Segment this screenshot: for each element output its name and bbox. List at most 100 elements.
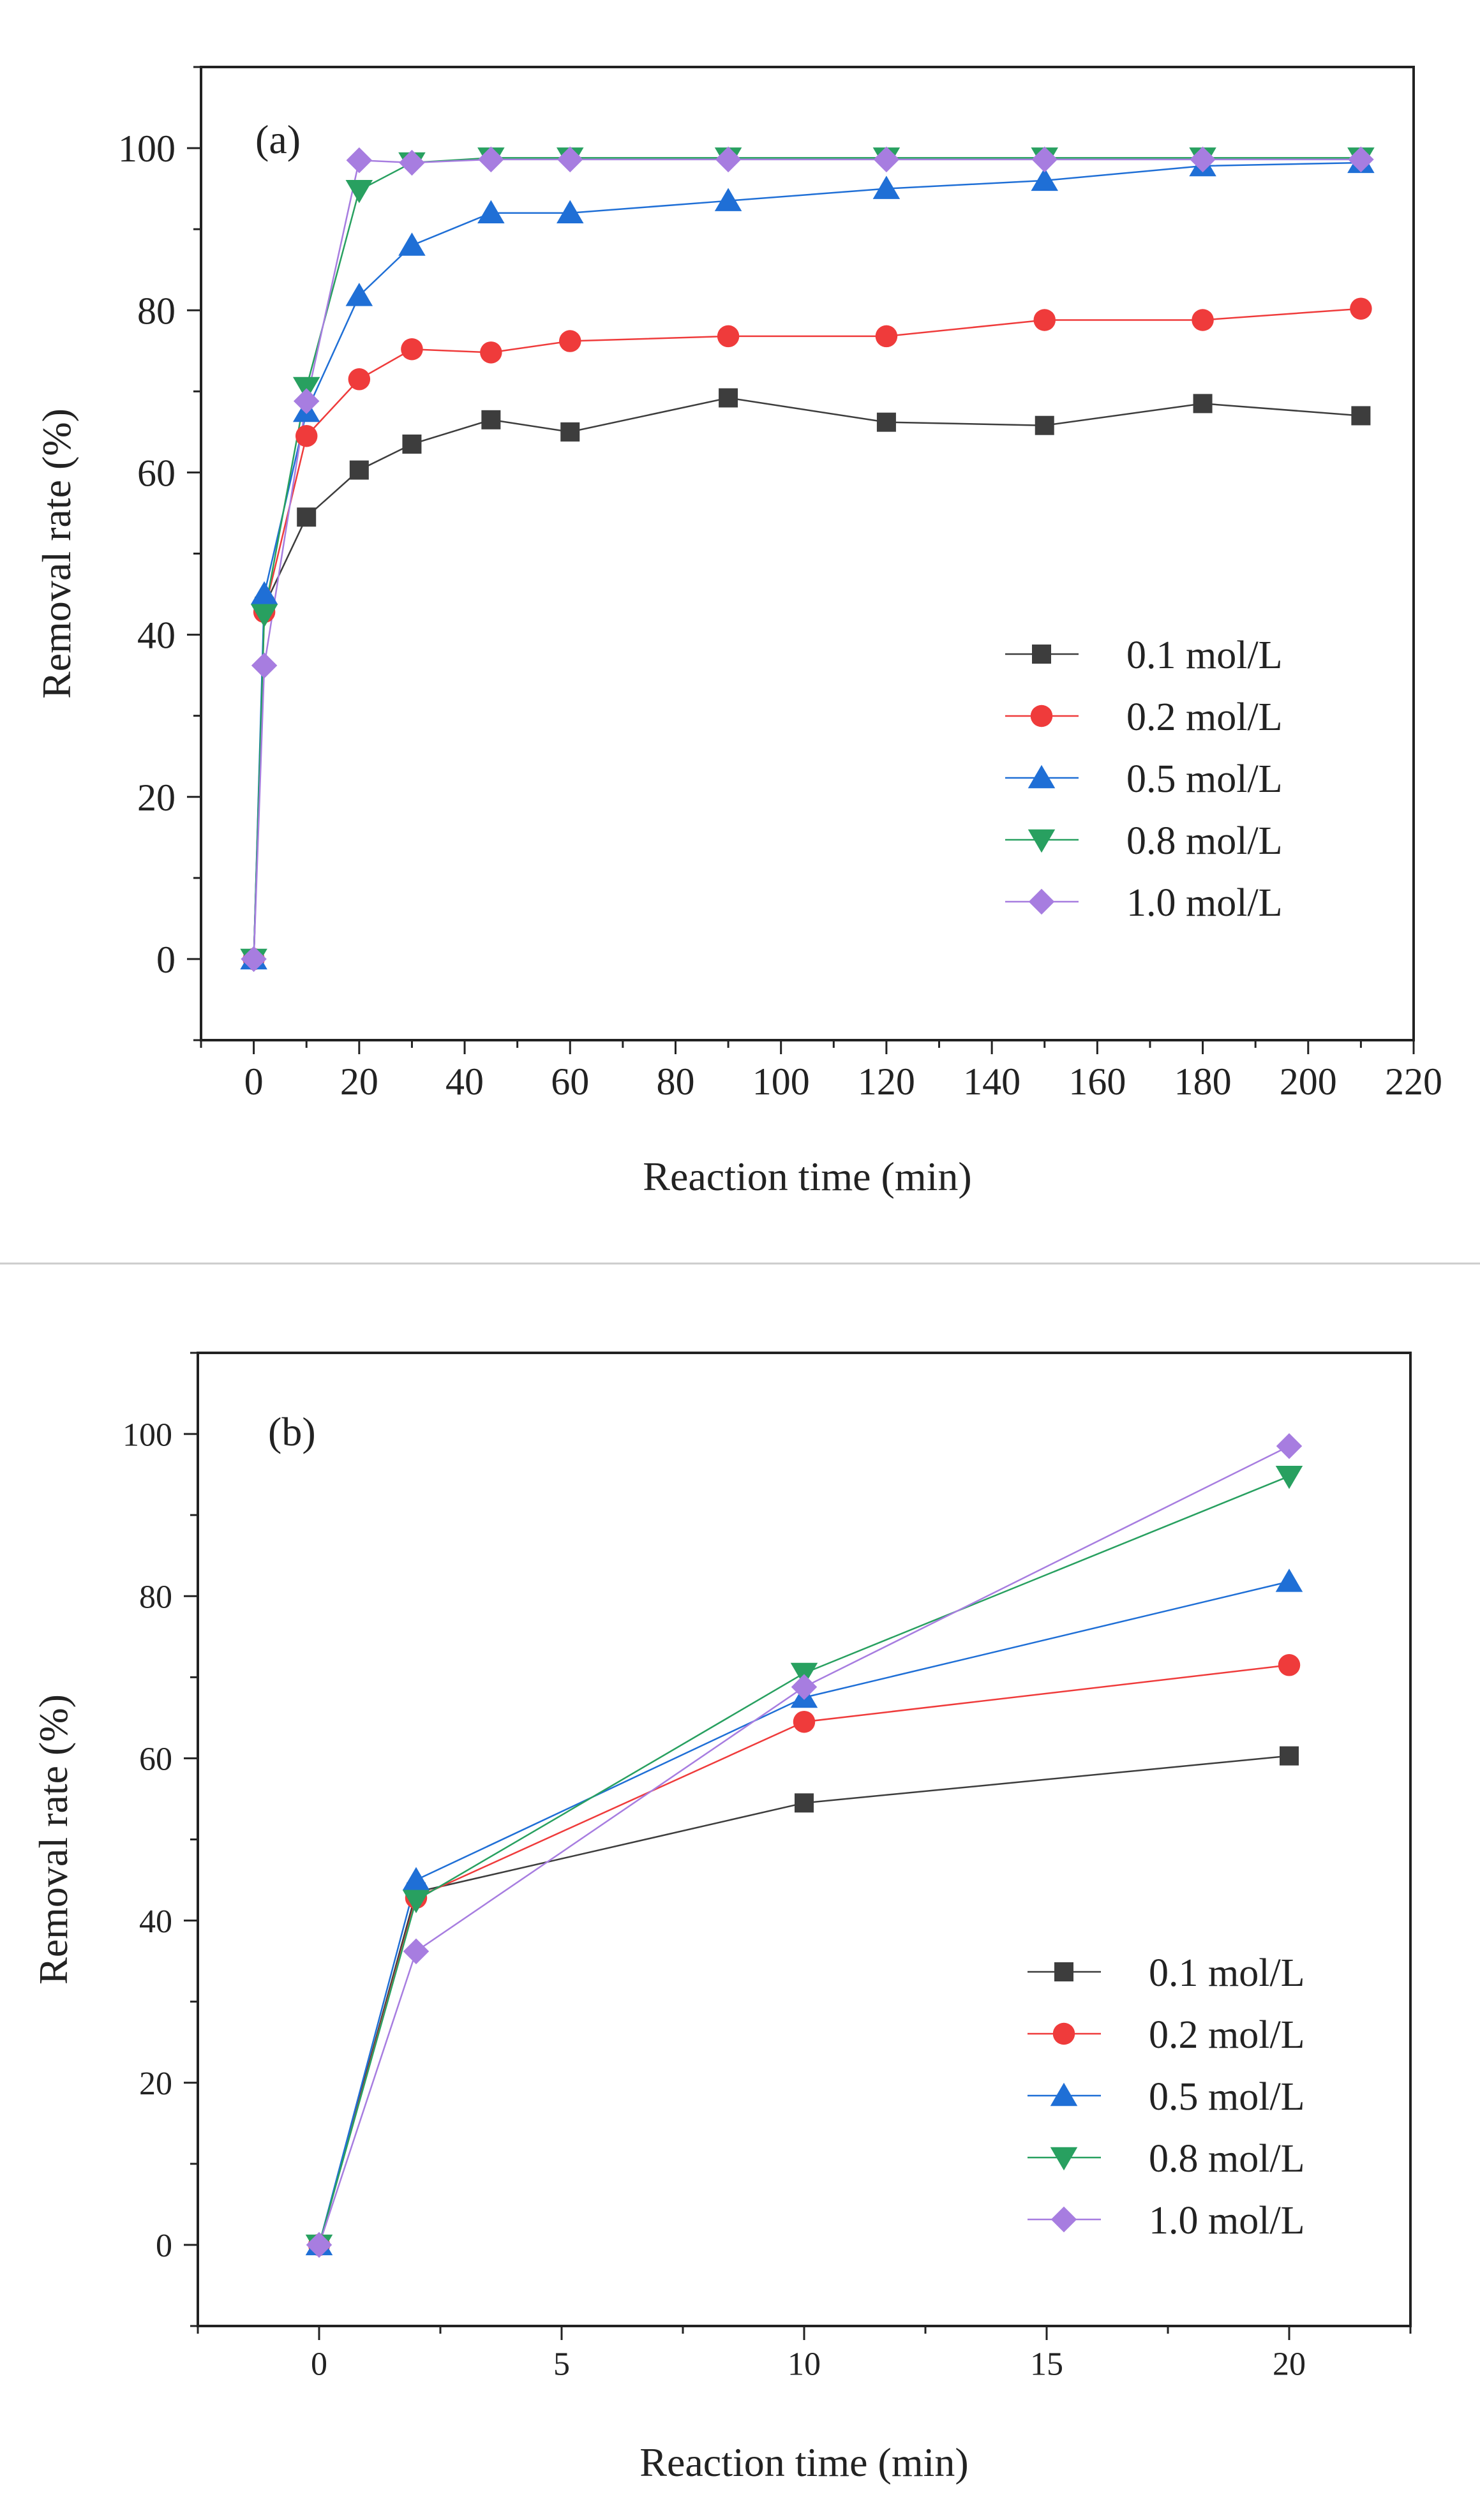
data-point-series-0 <box>402 434 422 454</box>
data-point-series-0 <box>719 388 738 408</box>
data-point-series-4 <box>251 652 278 679</box>
data-point-series-0 <box>876 412 896 432</box>
data-point-series-1 <box>1192 309 1214 331</box>
legend-marker <box>1028 764 1056 789</box>
series-line-0 <box>253 397 1361 959</box>
data-point-series-0 <box>1193 394 1213 414</box>
data-point-series-0 <box>1035 415 1054 435</box>
x-tick-label: 200 <box>1280 1061 1337 1103</box>
legend-marker <box>1030 705 1053 727</box>
data-point-series-3 <box>402 1890 430 1914</box>
y-tick-label: 40 <box>139 1904 172 1940</box>
data-point-series-4 <box>399 149 425 176</box>
data-point-series-0 <box>349 460 369 480</box>
panel-label: (b) <box>268 1409 316 1454</box>
data-point-series-0 <box>795 1793 814 1813</box>
x-tick-label: 0 <box>244 1061 264 1103</box>
legend-label: 1.0 mol/L <box>1126 881 1283 925</box>
y-tick-label: 100 <box>118 128 176 170</box>
data-point-series-4 <box>557 146 583 173</box>
data-point-series-3 <box>250 604 278 628</box>
data-point-series-4 <box>873 146 900 173</box>
legend-marker <box>1028 829 1056 853</box>
data-point-series-1 <box>875 325 898 348</box>
legend-marker <box>1050 2147 1078 2171</box>
data-point-series-4 <box>478 146 504 173</box>
legend-marker <box>1050 2206 1077 2233</box>
x-tick-label: 140 <box>963 1061 1020 1103</box>
data-point-series-1 <box>1033 309 1056 331</box>
data-point-series-0 <box>481 410 501 429</box>
data-point-series-4 <box>1276 1433 1303 1459</box>
series-line-0 <box>318 1755 1290 2246</box>
y-tick-label: 60 <box>139 1741 172 1778</box>
series-line-3 <box>253 157 1361 959</box>
data-point-series-2 <box>1031 167 1059 191</box>
y-tick-label: 60 <box>137 452 176 494</box>
legend-marker <box>1028 888 1055 915</box>
panel-label: (a) <box>255 117 301 162</box>
x-tick-label: 0 <box>311 2346 327 2383</box>
data-point-series-1 <box>793 1710 816 1733</box>
data-point-series-1 <box>348 368 371 391</box>
data-point-series-1 <box>1278 1654 1301 1676</box>
data-point-series-4 <box>346 147 373 174</box>
y-tick-label: 20 <box>137 777 176 819</box>
legend-label: 0.1 mol/L <box>1149 1951 1305 1995</box>
x-tick-label: 20 <box>1273 2346 1306 2383</box>
series-line-3 <box>318 1475 1290 2246</box>
x-axis-title: Reaction time (min) <box>639 2440 968 2485</box>
data-point-series-1 <box>559 330 581 352</box>
x-tick-label: 40 <box>445 1061 484 1103</box>
data-point-series-1 <box>1350 297 1372 320</box>
y-tick-label: 80 <box>139 1579 172 1615</box>
x-axis-title: Reaction time (min) <box>643 1154 971 1199</box>
data-point-series-0 <box>1280 1746 1299 1766</box>
data-point-series-0 <box>297 507 317 527</box>
y-tick-label: 0 <box>156 939 176 981</box>
series-line-1 <box>318 1664 1290 2246</box>
data-point-series-0 <box>560 422 580 442</box>
x-tick-label: 120 <box>858 1061 915 1103</box>
x-tick-label: 160 <box>1068 1061 1126 1103</box>
x-tick-label: 60 <box>551 1061 589 1103</box>
data-point-series-2 <box>345 283 373 306</box>
y-tick-label: 40 <box>137 615 176 657</box>
data-point-series-1 <box>295 424 318 447</box>
data-point-series-2 <box>1275 1569 1303 1592</box>
data-point-series-4 <box>1190 146 1216 173</box>
y-tick-label: 0 <box>156 2228 172 2264</box>
y-tick-label: 100 <box>123 1417 172 1453</box>
legend-marker <box>1054 1962 1073 1981</box>
legend-label: 0.2 mol/L <box>1149 2013 1305 2057</box>
data-point-series-2 <box>398 232 426 256</box>
series-line-4 <box>318 1445 1290 2246</box>
legend-label: 1.0 mol/L <box>1149 2199 1305 2242</box>
legend-label: 0.5 mol/L <box>1149 2075 1305 2119</box>
legend-label: 0.8 mol/L <box>1149 2137 1305 2181</box>
data-point-series-1 <box>480 341 502 364</box>
x-tick-label: 10 <box>788 2346 821 2383</box>
data-point-series-1 <box>401 338 423 361</box>
legend-label: 0.2 mol/L <box>1126 696 1283 739</box>
data-point-series-0 <box>1351 406 1371 426</box>
data-point-series-1 <box>717 325 740 348</box>
data-point-series-2 <box>872 175 901 199</box>
legend-label: 0.8 mol/L <box>1126 819 1283 863</box>
series-line-2 <box>318 1581 1290 2246</box>
data-point-series-3 <box>1275 1465 1303 1489</box>
data-point-series-4 <box>1348 146 1374 173</box>
x-tick-label: 100 <box>752 1061 810 1103</box>
data-point-series-2 <box>714 188 742 211</box>
chart-panel-a: 0 20 40 60 80 100 120 140 160 180 200 220 0 20 40 60 80 1… <box>34 66 1442 1199</box>
y-tick-label: 80 <box>137 290 176 332</box>
data-point-series-2 <box>477 200 505 223</box>
data-point-series-4 <box>791 1674 818 1700</box>
legend-marker <box>1032 645 1051 664</box>
legend-marker <box>1050 2082 1078 2106</box>
data-point-series-4 <box>403 1938 430 1965</box>
series-line-4 <box>253 158 1361 959</box>
x-tick-label: 80 <box>656 1061 694 1103</box>
